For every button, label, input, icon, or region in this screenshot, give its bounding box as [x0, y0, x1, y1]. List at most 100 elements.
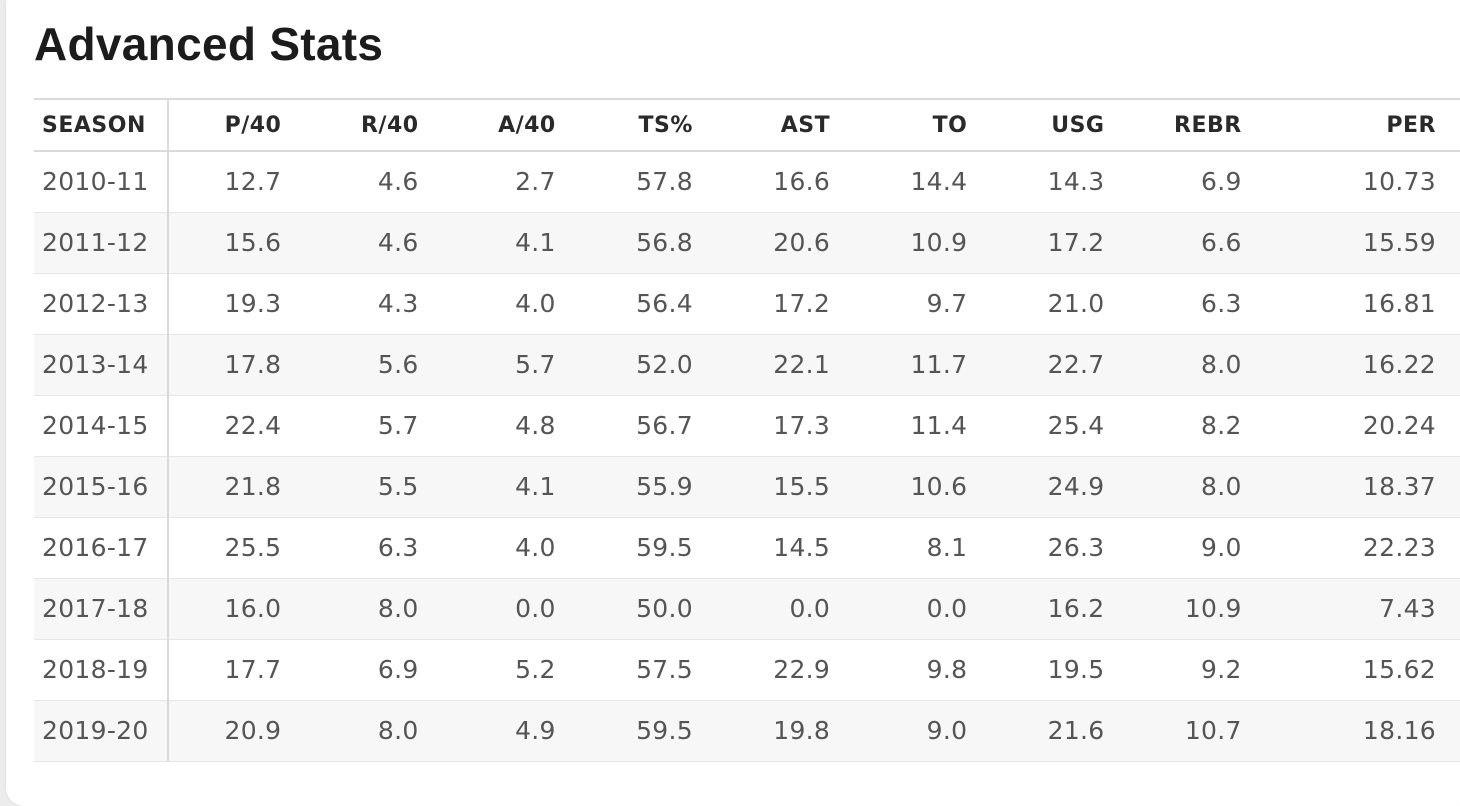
table-row: 2012-13 19.3 4.3 4.0 56.4 17.2 9.7 21.0 6.3 16.81	[34, 273, 1460, 335]
stat-cell: 20.9	[168, 700, 306, 762]
stat-cell: 56.7	[579, 395, 717, 457]
stat-cell: 9.0	[1128, 517, 1266, 579]
stat-cell: 16.2	[991, 578, 1129, 640]
stat-cell: 4.0	[442, 273, 580, 335]
table-row: 2017-18 16.0 8.0 0.0 50.0 0.0 0.0 16.2 10.9 7.43	[34, 578, 1460, 640]
stat-cell: 16.0	[168, 578, 306, 640]
stat-cell: 4.3	[305, 273, 443, 335]
stat-cell: 6.6	[1128, 212, 1266, 274]
stat-cell: 59.5	[579, 517, 717, 579]
stat-cell: 22.9	[716, 639, 855, 701]
stat-cell: 5.7	[305, 395, 443, 457]
stat-cell: 8.0	[305, 578, 443, 640]
stat-cell: 4.1	[442, 212, 580, 274]
table-header: SEASON P/40 R/40 A/40 TS% AST TO USG REBR PER	[34, 98, 1460, 152]
stat-cell: 4.8	[442, 395, 580, 457]
stat-cell: 4.6	[305, 212, 443, 274]
stat-cell: 18.37	[1265, 456, 1460, 518]
stat-cell: 24.9	[991, 456, 1129, 518]
stat-cell: 15.59	[1265, 212, 1460, 274]
stat-cell: 9.2	[1128, 639, 1266, 701]
table-row: 2015-16 21.8 5.5 4.1 55.9 15.5 10.6 24.9 8.0 18.3…	[34, 456, 1460, 518]
stat-cell: 16.22	[1265, 334, 1460, 396]
stat-cell: 4.9	[442, 700, 580, 762]
season-cell: 2010-11	[34, 151, 170, 213]
column-header-ast[interactable]: AST	[716, 98, 855, 152]
stat-cell: 26.3	[991, 517, 1129, 579]
stat-cell: 19.3	[168, 273, 306, 335]
stat-cell: 52.0	[579, 334, 717, 396]
season-cell: 2018-19	[34, 639, 170, 701]
table-row: 2013-14 17.8 5.6 5.7 52.0 22.1 11.7 22.7 8.0 16.2…	[34, 334, 1460, 396]
stat-cell: 14.4	[854, 151, 992, 213]
stat-cell: 57.5	[579, 639, 717, 701]
stat-cell: 15.5	[716, 456, 855, 518]
column-header-p-40[interactable]: P/40	[168, 98, 306, 152]
stat-cell: 8.0	[1128, 456, 1266, 518]
stat-cell: 5.5	[305, 456, 443, 518]
stat-cell: 9.7	[854, 273, 992, 335]
column-header-to[interactable]: TO	[854, 98, 992, 152]
season-cell: 2013-14	[34, 334, 170, 396]
stat-cell: 22.4	[168, 395, 306, 457]
column-header-a-40[interactable]: A/40	[442, 98, 580, 152]
stat-cell: 56.8	[579, 212, 717, 274]
stat-cell: 10.9	[1128, 578, 1266, 640]
stat-cell: 22.1	[716, 334, 855, 396]
stat-cell: 5.6	[305, 334, 443, 396]
table-row: 2016-17 25.5 6.3 4.0 59.5 14.5 8.1 26.3 9.0 22.23	[34, 517, 1460, 579]
stat-cell: 50.0	[579, 578, 717, 640]
stat-cell: 21.6	[991, 700, 1129, 762]
stat-cell: 19.5	[991, 639, 1129, 701]
stat-cell: 17.2	[716, 273, 855, 335]
stat-cell: 17.3	[716, 395, 855, 457]
season-cell: 2012-13	[34, 273, 170, 335]
table-row: 2019-20 20.9 8.0 4.9 59.5 19.8 9.0 21.6 10.7 18.1…	[34, 700, 1460, 762]
stat-cell: 9.8	[854, 639, 992, 701]
season-cell: 2017-18	[34, 578, 170, 640]
season-cell: 2016-17	[34, 517, 170, 579]
stat-cell: 4.0	[442, 517, 580, 579]
stat-cell: 25.5	[168, 517, 306, 579]
stat-cell: 10.9	[854, 212, 992, 274]
column-header-ts[interactable]: TS%	[579, 98, 717, 152]
stat-cell: 8.1	[854, 517, 992, 579]
stat-cell: 16.81	[1265, 273, 1460, 335]
stat-cell: 2.7	[442, 151, 580, 213]
stat-cell: 59.5	[579, 700, 717, 762]
stat-cell: 6.3	[305, 517, 443, 579]
stat-cell: 4.1	[442, 456, 580, 518]
stat-cell: 10.6	[854, 456, 992, 518]
stat-cell: 21.0	[991, 273, 1129, 335]
stat-cell: 16.6	[716, 151, 855, 213]
stat-cell: 8.0	[1128, 334, 1266, 396]
season-cell: 2015-16	[34, 456, 170, 518]
table-row: 2010-11 12.7 4.6 2.7 57.8 16.6 14.4 14.3 6.9 10.7…	[34, 151, 1460, 213]
column-header-rebr[interactable]: REBR	[1128, 98, 1266, 152]
stat-cell: 11.7	[854, 334, 992, 396]
stat-cell: 15.62	[1265, 639, 1460, 701]
stat-cell: 15.6	[168, 212, 306, 274]
stat-cell: 18.16	[1265, 700, 1460, 762]
stat-cell: 10.73	[1265, 151, 1460, 213]
stat-cell: 8.0	[305, 700, 443, 762]
stat-cell: 7.43	[1265, 578, 1460, 640]
stat-cell: 0.0	[442, 578, 580, 640]
header-row: SEASON P/40 R/40 A/40 TS% AST TO USG REBR PER	[34, 98, 1460, 152]
stat-cell: 20.24	[1265, 395, 1460, 457]
stat-cell: 5.2	[442, 639, 580, 701]
column-header-usg[interactable]: USG	[991, 98, 1129, 152]
column-header-season[interactable]: SEASON	[34, 98, 170, 152]
stat-cell: 10.7	[1128, 700, 1266, 762]
column-header-per[interactable]: PER	[1265, 98, 1460, 152]
stat-cell: 57.8	[579, 151, 717, 213]
column-header-r-40[interactable]: R/40	[305, 98, 443, 152]
stat-cell: 6.9	[305, 639, 443, 701]
stat-cell: 11.4	[854, 395, 992, 457]
advanced-stats-table: SEASON P/40 R/40 A/40 TS% AST TO USG REBR PER 201…	[34, 98, 1460, 762]
stat-cell: 4.6	[305, 151, 443, 213]
table-row: 2014-15 22.4 5.7 4.8 56.7 17.3 11.4 25.4 8.2 20.2…	[34, 395, 1460, 457]
stat-cell: 0.0	[716, 578, 855, 640]
stat-cell: 14.5	[716, 517, 855, 579]
stat-cell: 21.8	[168, 456, 306, 518]
